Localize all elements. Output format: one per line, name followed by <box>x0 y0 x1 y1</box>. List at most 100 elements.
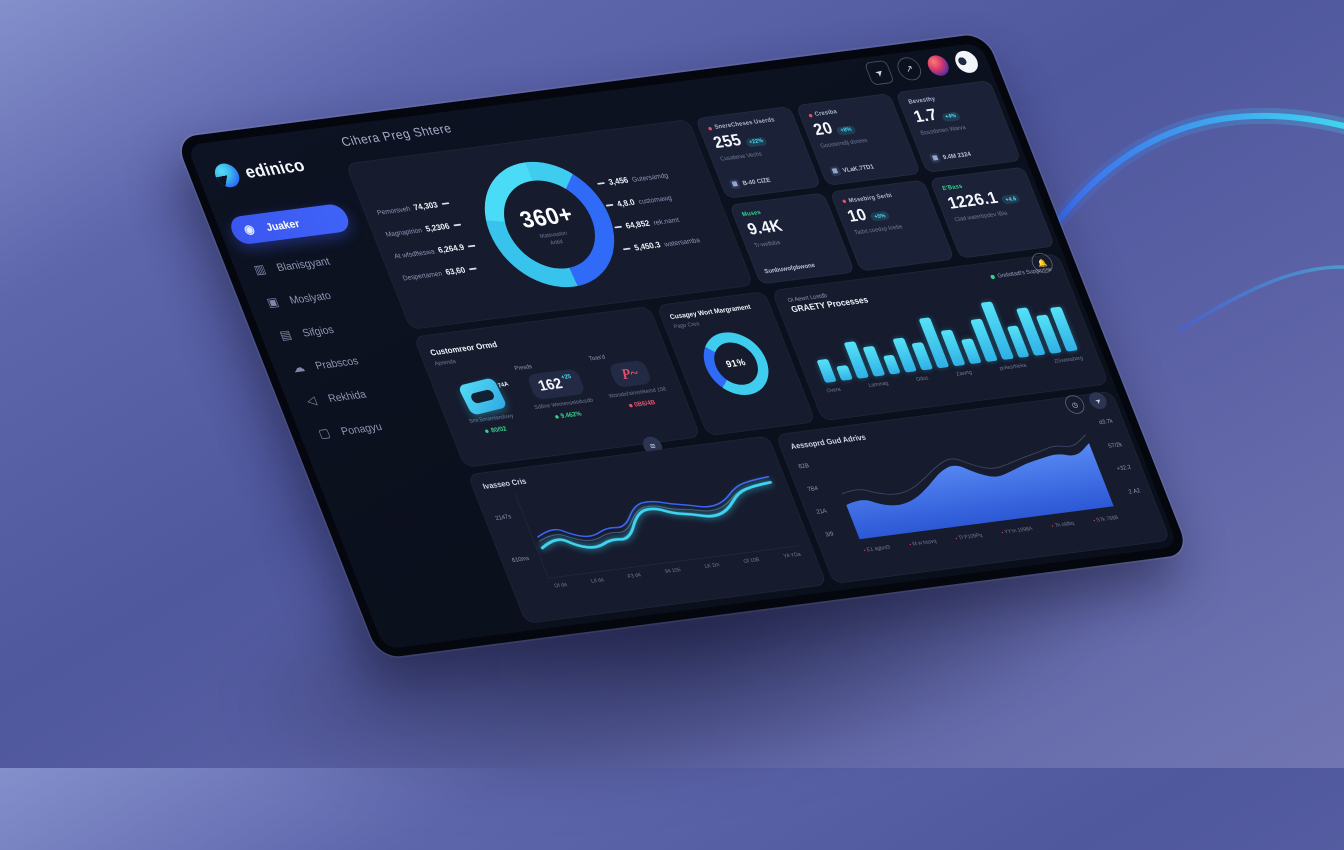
card-value: 9.4K <box>744 216 786 239</box>
bar <box>835 364 853 381</box>
stat-label: Despertamen <box>401 269 444 282</box>
stat-label: Gutersamdg <box>630 170 670 184</box>
clock-icon: ◷ <box>1070 400 1080 409</box>
axis-label: ZGwassborg <box>1053 355 1085 365</box>
sphere-logo-icon[interactable] <box>924 53 952 77</box>
sidebar-item-blanisgyant[interactable]: ▥ Blanisgyant <box>250 248 377 278</box>
area-chart[interactable] <box>822 418 1118 543</box>
overview-donut-chart[interactable]: 360+ Matsvaston Arttid <box>465 154 634 295</box>
axis-label: 7h oldbq <box>1051 520 1076 529</box>
area-chart-panel: Aessoprd Gud Adrivs 62B 7B4 21A 3/9 d3.7 <box>775 390 1171 585</box>
axis-label: YY'm 1998A <box>1000 526 1034 536</box>
arrow-button[interactable]: ↗ <box>893 56 925 82</box>
tick-dash-icon <box>441 202 450 205</box>
area-fill <box>846 443 1114 540</box>
customer-item-line: Wonabd'sinsrekemd 158 <box>607 386 668 400</box>
tick-dash-icon <box>468 267 477 271</box>
tick-dash-icon <box>467 244 476 248</box>
stat-label: rek.namt <box>651 215 681 227</box>
image-icon: ▣ <box>264 294 281 310</box>
customer-item-presds[interactable]: Presds 162 +25 SdBne Wemenselodusdb 9.462% <box>514 357 605 428</box>
axis-label: LK 2m <box>703 561 721 570</box>
sidebar-item-label: Rekhida <box>326 387 368 405</box>
home-icon: ◉ <box>241 221 257 237</box>
axis-label: Tf F109Pq <box>955 532 984 541</box>
card-icon: ▤ <box>277 327 294 343</box>
tick-dash-icon <box>452 223 461 227</box>
card-value: 1226.1 <box>945 188 1001 213</box>
avatar[interactable] <box>951 49 982 74</box>
stat-value: 6,264.9 <box>436 242 466 256</box>
stat-label: Magnaptrion <box>384 225 424 239</box>
status-dot-icon <box>707 126 713 131</box>
line-chart[interactable] <box>514 461 801 579</box>
line-chart-panel: Ivasseo Cris 2147s 610ms Of da Ld da F3 d4 9… <box>467 435 828 624</box>
customer-metric-delta: +25 <box>560 373 573 381</box>
status-dot-icon <box>841 199 847 204</box>
stat-value: 63,60 <box>443 265 467 278</box>
topbar: ➤ ↗ <box>863 49 982 86</box>
card-value: 255 <box>710 131 745 153</box>
stat-value: 5,2306 <box>423 221 452 234</box>
customer-item-line: SdBne Wemenselodusdb <box>533 397 595 411</box>
send-button[interactable]: ➤ <box>863 59 895 86</box>
sidebar-item-moslyato[interactable]: ▣ Moslyato <box>263 280 390 310</box>
overview-stat-row: 5,450.3 watersamba <box>621 232 723 254</box>
stat-value: 4,8.0 <box>615 197 637 209</box>
axis-label: +32.2 <box>1115 464 1133 473</box>
arrow-icon: ↗ <box>903 63 916 75</box>
stat-label: watersamba <box>662 235 701 248</box>
axis-label: Of da <box>553 581 568 590</box>
page-title: Cihera Preg Shtere <box>339 121 454 150</box>
card-badge: +22% <box>744 136 768 148</box>
donut-center-sub2: Arttid <box>549 238 564 246</box>
sidebar-item-label: Sifgios <box>300 323 336 339</box>
grid-icon: ▦ <box>728 178 742 189</box>
send-icon: ➤ <box>873 66 887 80</box>
export-icon: ➤ <box>1093 395 1103 406</box>
stat-label: Pemorsveh <box>375 204 412 217</box>
legend-dot-icon <box>989 274 996 280</box>
sidebar-item-sifgios[interactable]: ▤ Sifgios <box>276 313 403 343</box>
overview-stat-row: 3,456 Gutersamdg <box>596 166 698 188</box>
card-foot-text: VLaK.7TD1 <box>841 161 875 174</box>
stat-value: 5,450.3 <box>632 239 662 253</box>
overview-stat-row: At wfsdfteswa 6,264.9 <box>392 239 494 261</box>
card-value: 10 <box>844 205 870 226</box>
card-foot-text: Sunbuwofpbwone <box>763 260 817 276</box>
axis-label: S7k 768B <box>1092 515 1119 524</box>
axis-label: 3/9 <box>824 531 835 539</box>
sidebar-item-rekhida[interactable]: ◁ Rekhida <box>301 379 428 409</box>
axis-label: prAesrNeka <box>998 362 1028 372</box>
overview-stat-row: 4,8.0 customawg <box>604 188 706 210</box>
axis-label: d3.7k <box>1098 418 1114 426</box>
axis-label: 7B4 <box>806 485 820 493</box>
axis-label: M w hssvq <box>908 538 938 547</box>
sidebar-item-label: Blanisgyant <box>274 254 332 274</box>
brand-name: edinico <box>241 155 308 182</box>
stat-value: 64,852 <box>624 218 652 231</box>
card-foot-text: B-40 CIZE <box>740 175 772 187</box>
engagement-donut-chart[interactable]: 91% <box>693 328 779 399</box>
sidebar-item-prabscos[interactable]: ☁ Prabscos <box>288 346 415 376</box>
bar-chart-panel: Oi Aewrt Lostdb GRAETY Processes Grebdta… <box>771 251 1110 422</box>
dot-icon <box>554 414 559 419</box>
grid-icon: ▦ <box>928 152 942 163</box>
customer-item-badge: 9.462% <box>554 410 583 421</box>
customer-item-label: Presds <box>513 363 534 372</box>
tablet-device: edinico ◉ Juaker ▥ Blanisgyant ▣ Moslyato ▤ Sif… <box>175 33 1190 659</box>
sidebar-item-label: Ponagyu <box>338 420 384 438</box>
customer-item-toas-d[interactable]: Toas'd P~ Wonabd'sinsrekemd 158 0B6/4B <box>588 348 679 419</box>
brand: edinico <box>211 149 342 189</box>
axis-label: Of 10B <box>742 556 761 565</box>
overview-stat-row: Magnaptrion 5,2306 <box>384 217 486 239</box>
sidebar-item-juaker[interactable]: ◉ Juaker <box>226 202 353 246</box>
card-badge: +8% <box>835 124 857 136</box>
card-value: 1.7 <box>911 105 941 127</box>
customer-item-ticket[interactable]: 74A Smi Smamlanduwy 80/02 <box>439 367 530 438</box>
axis-label: Overa <box>825 386 842 395</box>
main-content: Cihera Preg Shtere ➤ ↗ Pemorsveh 74,303 … <box>324 42 1178 631</box>
tick-dash-icon <box>622 247 631 251</box>
scene: edinico ◉ Juaker ▥ Blanisgyant ▣ Moslyato ▤ Sif… <box>0 0 1344 768</box>
sidebar-item-ponagyu[interactable]: ▢ Ponagyu <box>314 411 441 441</box>
